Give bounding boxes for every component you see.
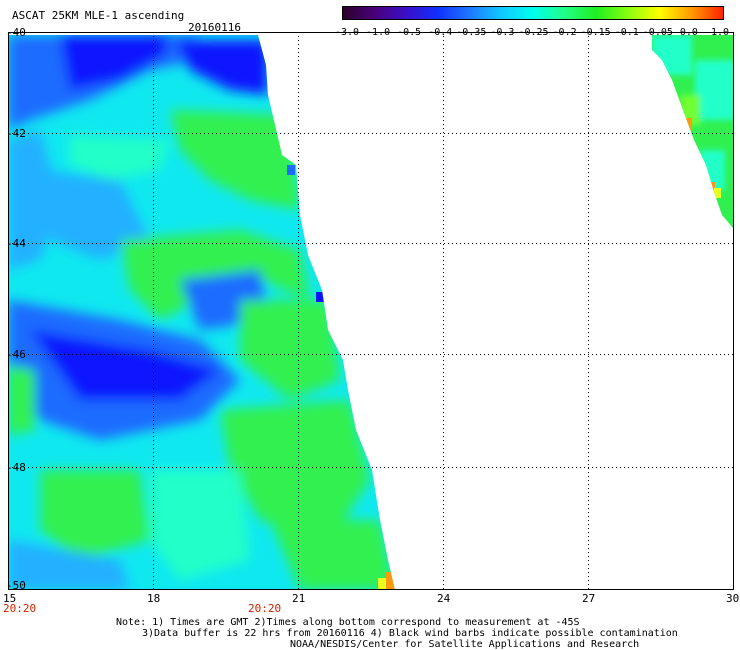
lon-label-27: 27 (582, 592, 596, 605)
left-swath (8, 35, 395, 590)
lon-label-21: 21 (292, 592, 306, 605)
note-line-2: 3)Data buffer is 22 hrs from 20160116 4)… (142, 628, 678, 639)
lon-label-18: 18 (147, 592, 161, 605)
map-title: ASCAT 25KM MLE-1 ascending (12, 9, 185, 22)
lat-label-50: -50 (6, 579, 26, 592)
lon-label-15: 15 (3, 592, 17, 605)
lon-label-24: 24 (437, 592, 451, 605)
colorbar (342, 6, 724, 20)
colorbar-label: -0.4 (428, 27, 453, 38)
lat-label-46: -46 (6, 348, 26, 361)
map-grid (8, 32, 734, 590)
lat-label-48: -48 (6, 461, 26, 474)
colorbar-label: -3.0 (334, 27, 360, 38)
lat-label-40: -40 (6, 26, 26, 39)
colorbar-label: -0.1 (614, 27, 639, 38)
time-label-left: 20:20 (3, 602, 37, 615)
gridlines (8, 32, 733, 590)
note-line-1: Note: 1) Times are GMT 2)Times along bot… (116, 617, 580, 628)
colorbar-label: -0.3 (490, 27, 515, 38)
colorbar-label: -0.05 (642, 27, 673, 38)
colorbar-label: -0.25 (518, 27, 549, 38)
map-date: 20160116 (188, 21, 241, 34)
colorbar-label: -0.2 (552, 27, 577, 38)
right-swath (652, 35, 733, 228)
lat-label-44: -44 (6, 237, 26, 250)
note-line-3: NOAA/NESDIS/Center for Satellite Applica… (290, 639, 640, 650)
colorbar-label: -1.0 (366, 27, 391, 38)
lon-label-30: 30 (726, 592, 740, 605)
lat-label-42: -42 (6, 127, 26, 140)
colorbar-label: -0.5 (397, 27, 422, 38)
time-label-middle: 20:20 (248, 602, 282, 615)
colorbar-label: 0.0 (679, 27, 698, 38)
colorbar-label: 1.0 (710, 27, 730, 38)
colorbar-label: -0.35 (456, 27, 487, 38)
colorbar-label: -0.15 (580, 27, 611, 38)
